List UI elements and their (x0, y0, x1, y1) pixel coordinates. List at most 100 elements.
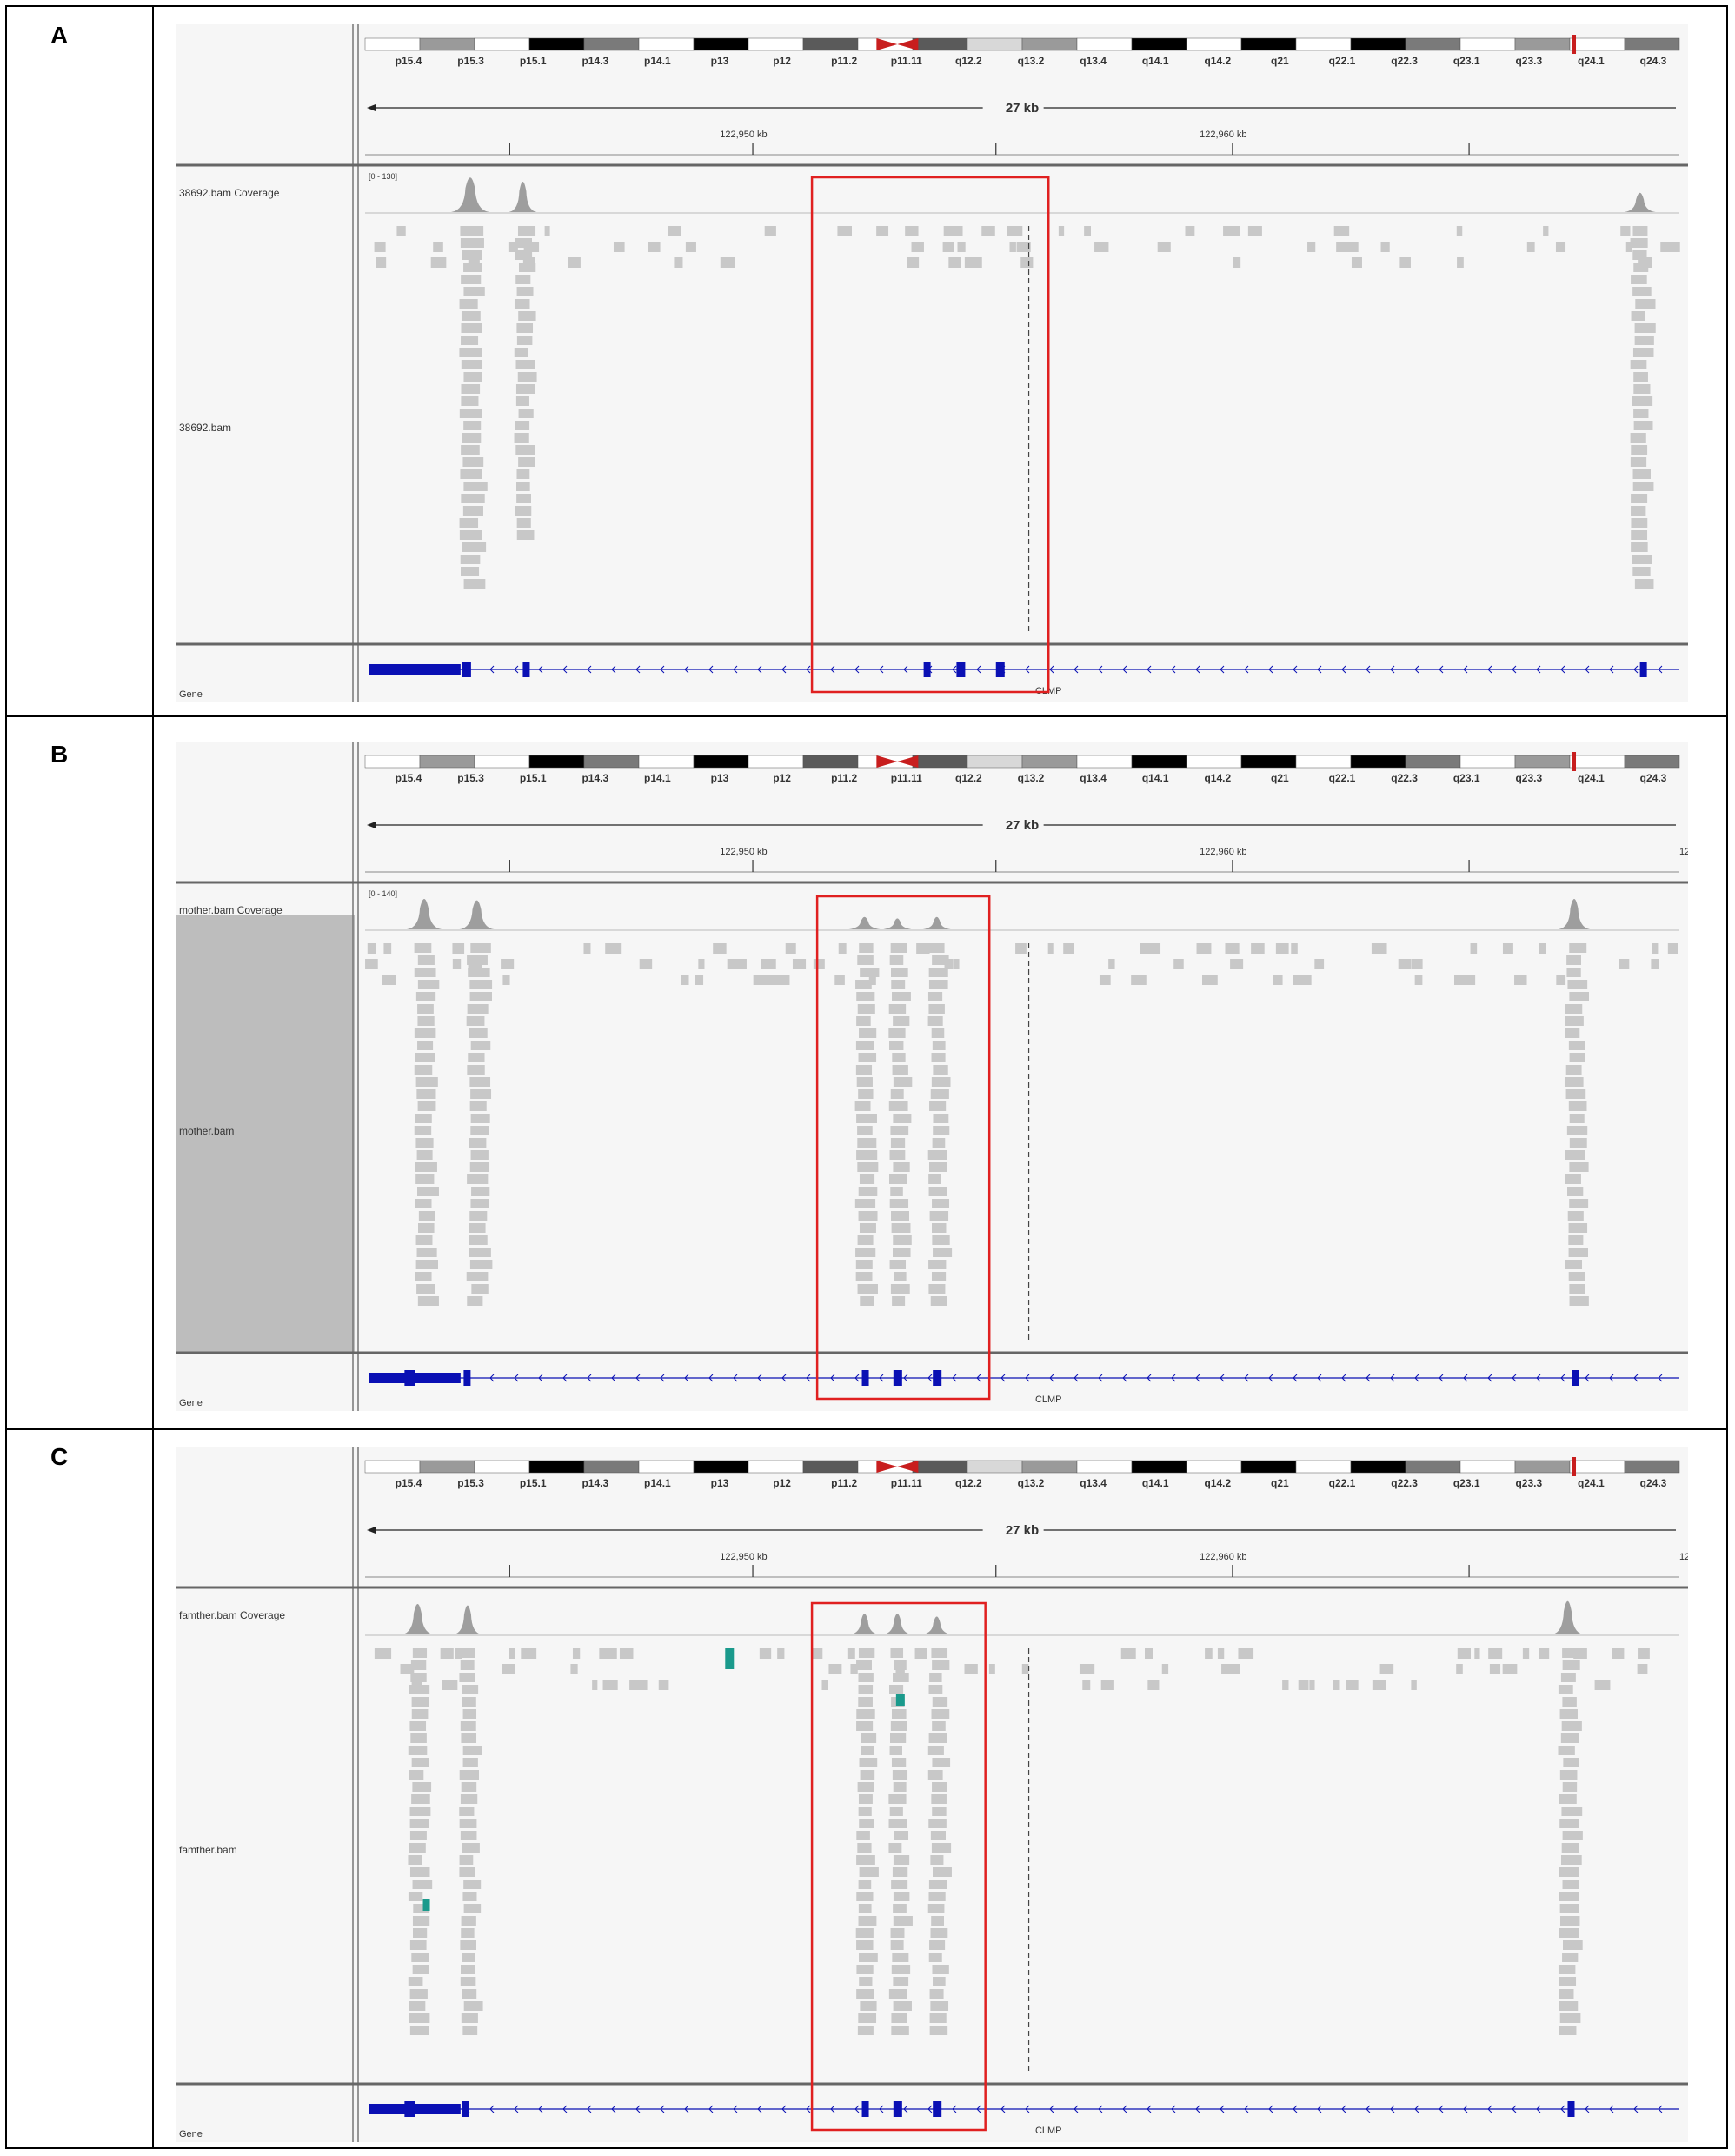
aligned-read (417, 1223, 435, 1233)
aligned-read (408, 1977, 423, 1986)
ideogram-band-label: q13.2 (1018, 772, 1045, 784)
aligned-read (1082, 1680, 1091, 1690)
gene-strand-arrow (1390, 665, 1395, 674)
aligned-read (409, 1770, 424, 1780)
aligned-read (893, 1673, 909, 1682)
ideogram-band (1514, 37, 1571, 51)
row-divider-b-c (5, 1428, 1728, 1430)
gene-strand-arrow (781, 2105, 787, 2113)
ideogram-band-label: q14.2 (1204, 55, 1231, 67)
aligned-read (1561, 1721, 1582, 1731)
aligned-read (928, 968, 948, 977)
aligned-read (928, 1953, 942, 1962)
gene-track-name[interactable]: Gene (179, 1398, 203, 1408)
aligned-read (417, 1041, 434, 1050)
aligned-read (759, 1648, 772, 1659)
aligned-read (461, 275, 482, 284)
aligned-read (855, 1928, 874, 1938)
aligned-read (1660, 242, 1669, 252)
aligned-read (570, 1664, 578, 1674)
aligned-read (1634, 336, 1654, 345)
ideogram-band (1514, 1460, 1571, 1474)
aligned-read (1633, 372, 1648, 382)
ideogram-band (967, 37, 1023, 51)
aligned-read (469, 1138, 487, 1148)
aligned-read (891, 1758, 907, 1767)
aligned-read (891, 1880, 908, 1889)
aligned-read (893, 1892, 910, 1901)
aligned-read (1630, 433, 1646, 443)
aligned-read (892, 1867, 908, 1877)
gene-track-name[interactable]: Gene (179, 689, 203, 700)
aligned-read (1539, 943, 1547, 954)
aligned-read (416, 1150, 433, 1160)
aligned-read (859, 1953, 878, 1962)
aligned-read (459, 1673, 475, 1682)
coverage-track-name[interactable]: famther.bam Coverage (179, 1609, 285, 1621)
aligned-read (1559, 1709, 1578, 1719)
aligned-read (856, 1965, 874, 1974)
ideogram-band (1405, 37, 1461, 51)
aligned-read (1100, 1680, 1114, 1690)
aligned-read (927, 1016, 943, 1026)
aligned-read (415, 1077, 438, 1087)
aligned-read (857, 1162, 879, 1172)
chromosome-ideogram[interactable]: p15.4 p15.3 p15.1 p14.3 p14.1 p13 p12 p11.2 p11.… (364, 1457, 1680, 1489)
aligned-read (412, 1928, 428, 1938)
alignment-track-name[interactable]: famther.bam (179, 1844, 237, 1856)
aligned-read (931, 1648, 948, 1658)
ideogram-band (1021, 37, 1078, 51)
coverage-peak (922, 1616, 951, 1634)
alignment-track-name[interactable]: mother.bam (179, 1125, 234, 1137)
aligned-read (446, 1648, 454, 1659)
aligned-read (471, 1284, 489, 1294)
aligned-read (412, 1782, 432, 1792)
ideogram-band (1569, 37, 1625, 51)
aligned-read (856, 1892, 874, 1901)
aligned-read (894, 1660, 907, 1670)
aligned-read (412, 1648, 428, 1658)
gene-strand-arrow (1049, 1374, 1054, 1382)
aligned-read (1561, 1843, 1579, 1853)
aligned-read (516, 469, 530, 479)
aligned-read (857, 1004, 875, 1014)
aligned-read (648, 242, 661, 252)
aligned-read (1632, 396, 1653, 406)
aligned-read (932, 1758, 951, 1767)
aligned-read (890, 1126, 909, 1135)
aligned-read (1205, 1648, 1213, 1659)
aligned-read (860, 968, 880, 977)
aligned-read (602, 1680, 618, 1690)
aligned-read (417, 1296, 439, 1306)
mismatch-marker (725, 1648, 735, 1669)
chromosome-ideogram[interactable]: p15.4 p15.3 p15.1 p14.3 p14.1 p13 p12 p11.2 p11.… (364, 35, 1680, 67)
aligned-read (462, 1746, 482, 1755)
alignment-track-name[interactable]: 38692.bam (179, 422, 231, 434)
aligned-read (459, 1855, 474, 1865)
aligned-read (821, 1680, 828, 1690)
chromosome-ideogram[interactable]: p15.4 p15.3 p15.1 p14.3 p14.1 p13 p12 p11.2 p11.… (364, 752, 1680, 784)
gene-track-name[interactable]: Gene (179, 2129, 203, 2139)
span-label-bg (982, 816, 1044, 832)
aligned-read (1016, 242, 1031, 252)
gene-strand-arrow (538, 2105, 543, 2113)
ideogram-band (419, 37, 475, 51)
ruler-tick-label: 122,950 kb (720, 847, 767, 857)
aligned-read (929, 2026, 948, 2035)
aligned-read (818, 959, 825, 969)
aligned-read (698, 959, 705, 969)
span-label-bg (982, 99, 1044, 115)
aligned-read (1291, 943, 1298, 954)
aligned-read (460, 1977, 476, 1986)
coverage-track-name[interactable]: mother.bam Coverage (179, 904, 283, 916)
coverage-track-name[interactable]: 38692.bam Coverage (179, 187, 280, 199)
current-region-marker (1572, 752, 1577, 771)
aligned-read (856, 1940, 874, 1950)
aligned-read (416, 1089, 436, 1099)
gene-exon (522, 662, 530, 677)
aligned-read (411, 1697, 429, 1707)
aligned-read (516, 518, 531, 528)
aligned-read (409, 2001, 426, 2011)
aligned-read (1543, 226, 1549, 236)
aligned-read (932, 955, 949, 965)
